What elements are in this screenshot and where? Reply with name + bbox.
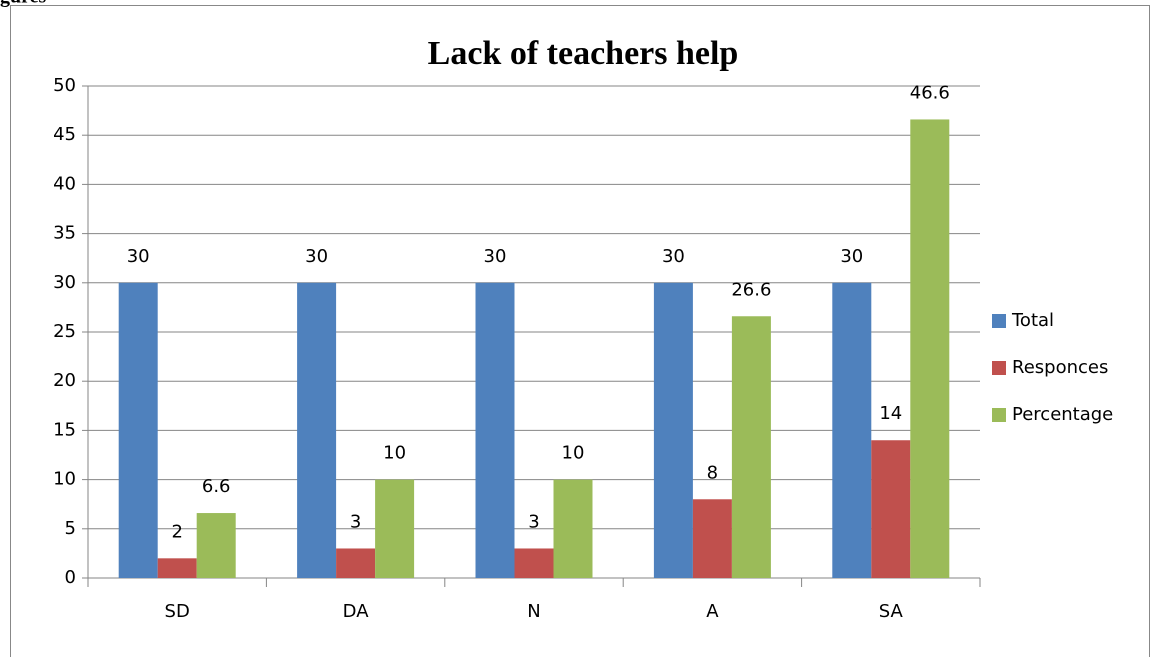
bar (375, 479, 415, 578)
y-tick-label: 15 (53, 419, 76, 440)
data-label: 3 (350, 511, 361, 532)
bar (297, 282, 337, 578)
legend-swatch (992, 361, 1006, 375)
chart-title: Lack of teachers help (428, 35, 739, 72)
data-label: 10 (383, 443, 406, 464)
data-label: 30 (840, 246, 863, 267)
bar (832, 282, 872, 578)
bar (118, 282, 158, 578)
y-tick-label: 50 (53, 75, 76, 96)
y-tick-label: 20 (53, 370, 76, 391)
bar (336, 548, 376, 578)
legend-label: Responces (1012, 357, 1108, 378)
y-tick-label: 45 (53, 124, 76, 145)
y-tick-label: 10 (53, 469, 76, 490)
data-label: 30 (305, 246, 328, 267)
bar (196, 513, 236, 578)
legend-swatch (992, 314, 1006, 328)
x-tick-label: DA (343, 601, 370, 622)
x-tick-label: A (706, 601, 719, 622)
chart-border (10, 5, 1150, 657)
y-tick-label: 0 (65, 567, 76, 588)
x-tick-label: SD (165, 601, 190, 622)
data-label: 30 (484, 246, 507, 267)
data-label: 10 (562, 443, 585, 464)
bar (910, 119, 950, 579)
data-label: 6.6 (202, 476, 231, 497)
bar (731, 316, 771, 578)
y-tick-label: 35 (53, 223, 76, 244)
bar (871, 440, 911, 578)
x-tick-label: SA (879, 601, 904, 622)
data-label: 30 (127, 246, 150, 267)
bar (692, 499, 732, 578)
caption: gures (0, 0, 47, 8)
legend-swatch (992, 408, 1006, 422)
data-label: 14 (879, 403, 902, 424)
y-tick-label: 40 (53, 173, 76, 194)
x-tick-label: N (527, 601, 540, 622)
bar (514, 548, 554, 578)
data-label: 46.6 (910, 82, 950, 103)
y-tick-label: 25 (53, 321, 76, 342)
data-label: 3 (528, 511, 539, 532)
bar (475, 282, 515, 578)
legend-label: Total (1011, 310, 1054, 331)
legend-label: Percentage (1012, 404, 1113, 425)
bar (157, 558, 197, 578)
data-label: 30 (662, 246, 685, 267)
y-tick-label: 5 (65, 518, 76, 539)
y-tick-label: 30 (53, 272, 76, 293)
bar (553, 479, 593, 578)
data-label: 8 (707, 462, 718, 483)
data-label: 26.6 (731, 279, 771, 300)
data-label: 2 (171, 521, 182, 542)
bar (653, 282, 693, 578)
